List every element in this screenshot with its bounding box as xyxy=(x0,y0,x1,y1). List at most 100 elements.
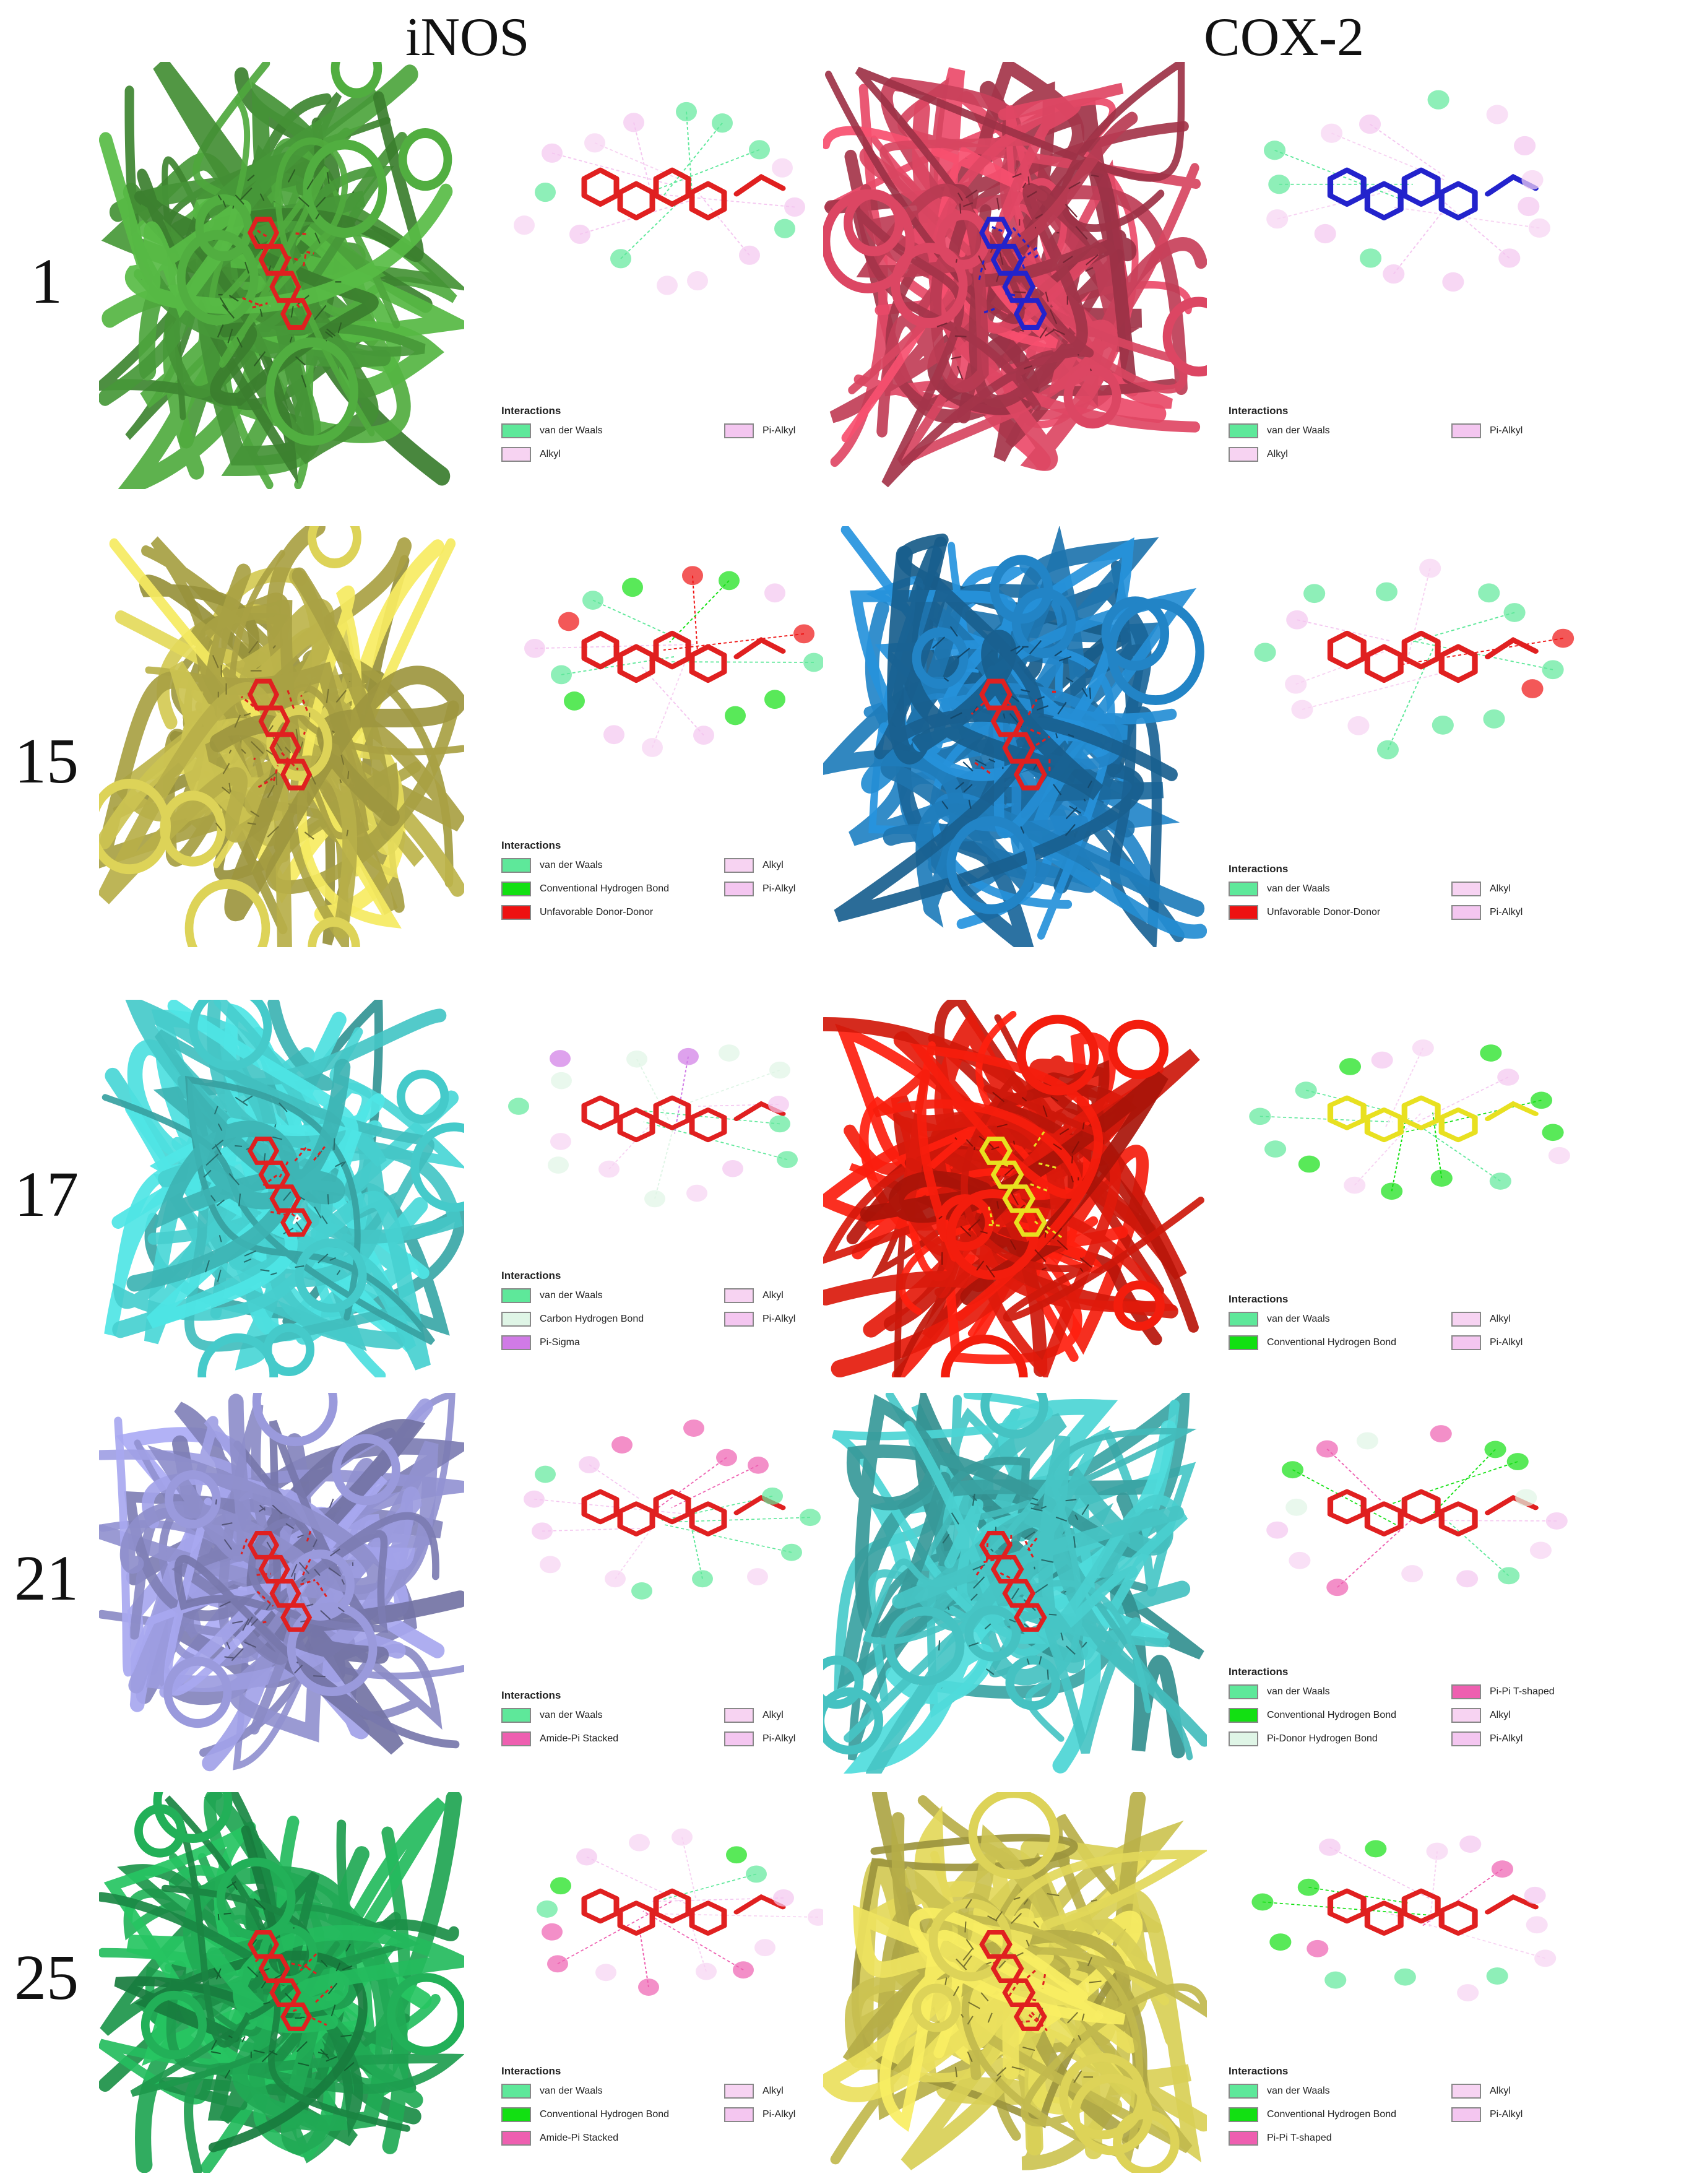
legend-item: van der Waals xyxy=(501,1288,724,1303)
ligand-2d-structure xyxy=(581,1095,786,1143)
legend-swatch xyxy=(724,1731,754,1746)
protein-ribbon xyxy=(872,1043,1104,1322)
row25-cox2-legend: Interactions van der Waals Alkyl Convention… xyxy=(1229,2065,1600,2146)
protein-sidechain xyxy=(226,1881,236,1889)
protein-helix xyxy=(189,1000,272,1070)
protein-helix xyxy=(266,337,358,446)
protein-sidechain xyxy=(1032,1497,1039,1501)
protein-sidechain xyxy=(212,655,219,669)
protein-sidechain xyxy=(1022,182,1027,189)
row15-inos-protein-render xyxy=(99,526,464,947)
legend-item: Alkyl xyxy=(724,2084,873,2099)
legend-swatch xyxy=(501,1731,531,1746)
row15-inos-interaction-diagram xyxy=(483,545,854,780)
residue-node xyxy=(1295,1081,1317,1099)
protein-sidechain xyxy=(962,1955,972,1968)
legend-swatch xyxy=(724,858,754,873)
residue-node xyxy=(693,726,714,745)
protein-sidechain xyxy=(1071,1141,1080,1154)
protein-sidechain xyxy=(243,713,251,717)
interaction-line xyxy=(643,1121,788,1160)
protein-sidechain xyxy=(259,308,263,318)
interaction-line xyxy=(1391,1115,1407,1192)
protein-helix xyxy=(195,194,253,261)
protein-sidechain xyxy=(228,749,232,754)
legend-title: Interactions xyxy=(1229,405,1289,417)
protein-sidechain xyxy=(1074,1514,1079,1520)
protein-sidechain xyxy=(996,197,1000,210)
residue-node xyxy=(1326,1579,1349,1597)
legend-item: Pi-Pi T-shaped xyxy=(1451,1684,1600,1699)
protein-helix xyxy=(295,1238,367,1313)
legend-item: Amide-Pi Stacked xyxy=(501,1731,724,1746)
protein-sidechain xyxy=(1047,1892,1060,1897)
protein-helix xyxy=(163,1657,232,1728)
protein-sidechain xyxy=(259,193,265,201)
protein-sidechain xyxy=(205,1260,210,1273)
protein-sidechain xyxy=(955,259,957,263)
residue-node xyxy=(777,1151,798,1168)
residue-node xyxy=(719,571,740,591)
legend-item: Pi-Alkyl xyxy=(1451,2107,1600,2122)
residue-node xyxy=(524,1490,545,1508)
protein-helix xyxy=(410,1122,464,1212)
protein-sidechain xyxy=(1066,2011,1079,2024)
legend-label: Pi-Donor Hydrogen Bond xyxy=(1267,1733,1378,1744)
legend-swatch xyxy=(1229,882,1258,896)
protein-sidechain xyxy=(231,1648,244,1662)
protein-sidechain xyxy=(1075,225,1088,240)
protein-sidechain xyxy=(1068,734,1074,738)
interaction-line xyxy=(1411,612,1515,643)
protein-sidechain xyxy=(279,1103,288,1112)
legend-swatch xyxy=(1451,1731,1481,1746)
protein-sidechain xyxy=(285,1523,295,1530)
protein-sidechain xyxy=(254,1898,266,1910)
row21-cox2-protein-render xyxy=(823,1393,1207,1774)
residue-node xyxy=(584,133,605,153)
residue-node xyxy=(1324,1971,1347,1989)
legend-label: Conventional Hydrogen Bond xyxy=(1267,1337,1397,1348)
legend-item: Alkyl xyxy=(501,447,724,462)
protein-sidechain xyxy=(1033,1566,1036,1570)
docked-ligand xyxy=(247,1930,333,2031)
protein-helix xyxy=(287,1602,378,1696)
residue-node xyxy=(1530,1091,1553,1109)
legend-swatch xyxy=(1451,1312,1481,1327)
residue-node xyxy=(548,1156,569,1174)
protein-sidechain xyxy=(1065,1645,1076,1655)
protein-sidechain xyxy=(329,1257,336,1261)
residue-node xyxy=(1412,1039,1434,1057)
residue-node xyxy=(1534,1949,1557,1967)
protein-sidechain xyxy=(326,2056,337,2062)
protein-sidechain xyxy=(283,1191,292,1201)
legend-item: Unfavorable Donor-Donor xyxy=(1229,905,1451,920)
protein-helix xyxy=(1005,1655,1061,1710)
residue-node xyxy=(1394,1968,1416,1986)
protein-sidechain xyxy=(236,337,243,348)
protein-sidechain xyxy=(1049,309,1058,324)
legend-item: van der Waals xyxy=(501,858,724,873)
protein-sidechain xyxy=(1016,646,1025,655)
protein-sidechain xyxy=(337,1606,345,1613)
residue-node xyxy=(749,140,770,160)
legend-item: Alkyl xyxy=(1451,1312,1600,1327)
protein-helix xyxy=(1017,1015,1099,1096)
protein-sidechain xyxy=(1048,1613,1057,1616)
residue-node xyxy=(535,183,556,202)
protein-sidechain xyxy=(984,1623,991,1630)
protein-sidechain xyxy=(224,2069,231,2079)
docked-ligand xyxy=(979,1129,1064,1239)
column-header-cox2: COX-2 xyxy=(1204,7,1365,67)
protein-sidechain xyxy=(219,1601,231,1608)
legend-item: van der Waals xyxy=(1229,882,1451,896)
residue-node xyxy=(1286,610,1308,630)
legend-swatch xyxy=(501,1312,531,1327)
row25-cox2-interaction-diagram xyxy=(1225,1811,1609,2024)
protein-sidechain xyxy=(1081,688,1088,698)
interaction-line xyxy=(586,1856,693,1907)
protein-sidechain xyxy=(203,1169,212,1178)
residue-node xyxy=(1365,1840,1387,1858)
protein-sidechain xyxy=(965,1899,972,1909)
residue-node xyxy=(719,1044,740,1062)
row-label-21: 21 xyxy=(14,1543,79,1614)
